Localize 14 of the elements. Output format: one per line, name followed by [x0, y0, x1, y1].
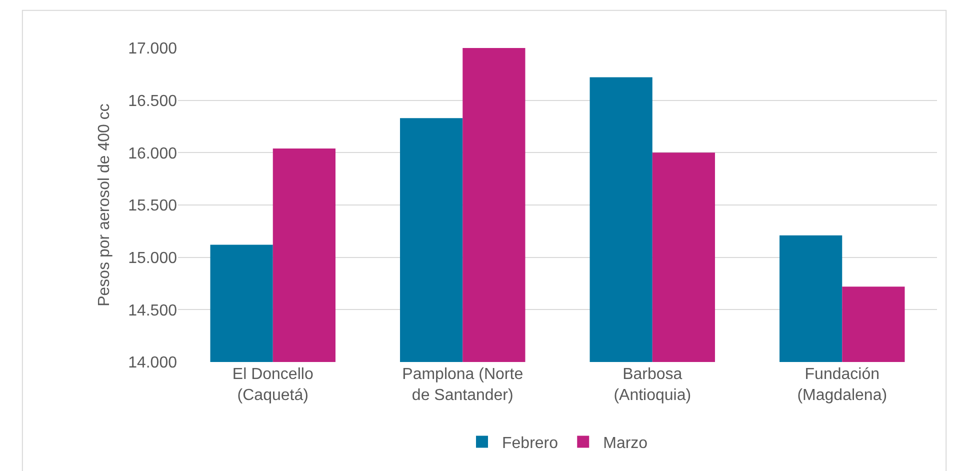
x-tick-label: Pamplona (Norte de Santander) — [402, 366, 524, 404]
x-tick-label: El Doncello (Caquetá) — [232, 366, 314, 404]
y-tick-label: 16.000 — [128, 145, 178, 162]
y-axis-title: Pesos por aerosol de 400 cc — [96, 104, 113, 306]
y-tick-label: 16.500 — [128, 92, 178, 110]
y-tick-label: 14.500 — [128, 302, 178, 320]
legend-label: Marzo — [603, 434, 648, 452]
y-tick-label: 15.000 — [128, 250, 178, 267]
y-tick-label: 14.000 — [128, 354, 178, 372]
x-tick-label: Barbosa (Antioquia) — [614, 366, 692, 404]
x-tick-label: Fundación (Magdalena) — [797, 366, 888, 404]
legend-label: Febrero — [502, 434, 558, 452]
y-tick-label: 17.000 — [128, 40, 178, 58]
y-tick-label: 15.500 — [128, 198, 178, 215]
